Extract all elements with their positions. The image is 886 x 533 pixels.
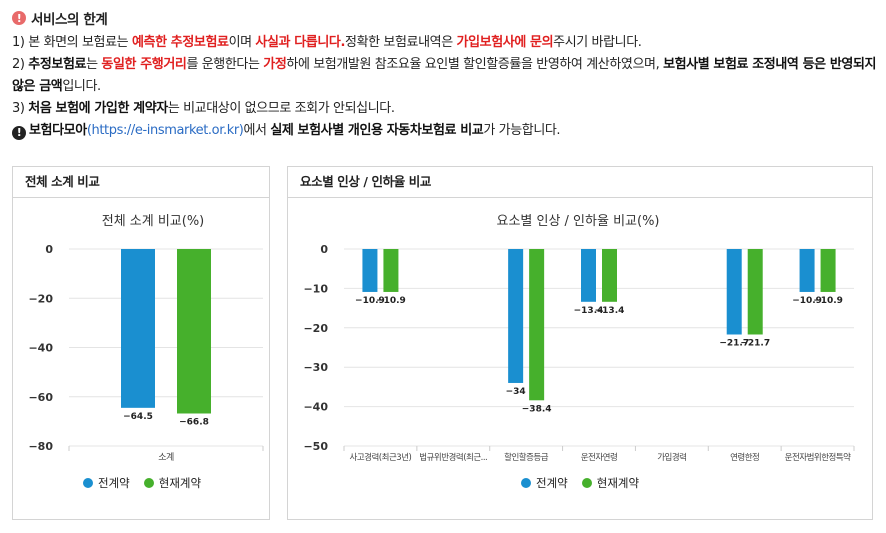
text: 는 비교대상이 없으므로 조회가 안되십니다. bbox=[167, 101, 395, 116]
notice-line-4: ! 보험다모아(https://e-insmarket.or.kr)에서 실제 보… bbox=[12, 120, 878, 142]
y-tick-label: −40 bbox=[28, 342, 53, 355]
notice-title-text: 서비스의 한계 bbox=[31, 12, 108, 28]
panel-header: 전체 소계 비교 bbox=[13, 167, 269, 198]
x-category-label: 운전자범위한정특약 bbox=[785, 452, 852, 463]
bar-previous bbox=[121, 249, 155, 408]
data-label: −21.7 bbox=[719, 338, 749, 348]
total-subtotal-chart: 전체 소계 비교(%) 0 −20 −40 −60 −80 소계 −64.5 −66.8 bbox=[28, 214, 264, 463]
highlight: 동일한 주행거리 bbox=[101, 57, 187, 72]
notice-line-2: 2) 추정보험료는 동일한 주행거리를 운행한다는 가정하에 보험개발원 참조요… bbox=[12, 54, 878, 98]
factor-change-panel: 요소별 인상 / 인하율 비교 요소별 인상 / 인하율 비교(%) 0 −10 −2… bbox=[287, 166, 873, 520]
data-label: −34 bbox=[506, 387, 526, 397]
service-limit-notice: ! 서비스의 한계 1) 본 화면의 보험료는 예측한 추정보험료이며 사실과 … bbox=[12, 8, 878, 142]
data-label: −13.4 bbox=[595, 306, 625, 316]
y-tick-label: 0 bbox=[45, 243, 53, 256]
y-tick-label: −20 bbox=[303, 322, 328, 335]
data-label: −10.9 bbox=[813, 296, 843, 306]
text: 를 운행한다는 bbox=[186, 57, 264, 72]
legend-item-s2[interactable]: 현재계약 bbox=[143, 475, 202, 491]
text: 입니다. bbox=[62, 79, 101, 94]
highlight: 예측한 추정보험료 bbox=[131, 35, 229, 50]
panel-header: 요소별 인상 / 인하율 비교 bbox=[288, 167, 872, 198]
total-subtotal-panel: 전체 소계 비교 전체 소계 비교(%) 0 −20 −40 −60 −80 소계 −64.5… bbox=[12, 166, 270, 520]
legend-label: 현재계약 bbox=[596, 476, 640, 490]
text: 는 bbox=[86, 57, 102, 72]
data-label: −10.9 bbox=[376, 296, 406, 306]
legend-item-s1[interactable]: 전계약 bbox=[521, 475, 568, 491]
text: 2) bbox=[12, 57, 29, 72]
text: 에서 bbox=[243, 123, 271, 138]
y-tick-label: −10 bbox=[303, 282, 328, 295]
text: 3) bbox=[12, 101, 29, 116]
bar-previous bbox=[362, 249, 378, 292]
site-name: 보험다모아 bbox=[29, 123, 87, 138]
text: 1) 본 화면의 보험료는 bbox=[12, 35, 132, 50]
data-label: −10.9 bbox=[355, 296, 385, 306]
series1-dot bbox=[521, 478, 531, 488]
x-category-label: 법규위반경력(최근... bbox=[419, 452, 487, 463]
data-label: −21.7 bbox=[740, 338, 770, 348]
x-category-label: 운전자연령 bbox=[581, 452, 618, 463]
notice-line-3: 3) 처음 보험에 가입한 계약자는 비교대상이 없으므로 조회가 안되십니다. bbox=[12, 98, 878, 120]
bar-current bbox=[529, 249, 545, 401]
text: 정확한 보험료내역은 bbox=[345, 35, 457, 50]
data-label: −10.9 bbox=[792, 296, 822, 306]
y-tick-label: −30 bbox=[303, 361, 328, 374]
site-link[interactable]: (https://e-insmarket.or.kr) bbox=[86, 123, 244, 138]
info-icon: ! bbox=[12, 126, 26, 140]
data-label: −13.4 bbox=[574, 306, 604, 316]
highlight: 가정 bbox=[263, 57, 287, 72]
bar-current bbox=[820, 249, 836, 292]
bar-current bbox=[383, 249, 399, 292]
legend-label: 전계약 bbox=[536, 476, 568, 490]
bar-current bbox=[602, 249, 617, 302]
y-tick-label: −20 bbox=[28, 292, 53, 305]
series2-dot bbox=[143, 478, 154, 488]
text: 가 가능합니다. bbox=[483, 123, 561, 138]
data-label: −38.4 bbox=[522, 404, 552, 414]
chart-title: 전체 소계 비교(%) bbox=[102, 214, 205, 229]
highlight: 사실과 다릅니다. bbox=[255, 35, 346, 50]
series2-dot bbox=[581, 478, 592, 488]
y-tick-label: −80 bbox=[28, 440, 53, 453]
text: 하에 보험개발원 참조요율 요인별 할인할증률을 반영하여 계산하였으며, bbox=[286, 57, 664, 72]
y-tick-label: 0 bbox=[320, 243, 328, 256]
bar-previous bbox=[581, 249, 596, 302]
y-tick-label: −40 bbox=[303, 401, 328, 414]
notice-line-1: 1) 본 화면의 보험료는 예측한 추정보험료이며 사실과 다릅니다.정확한 보… bbox=[12, 32, 878, 54]
x-category-label: 가입경력 bbox=[657, 452, 686, 463]
legend-label: 전계약 bbox=[98, 476, 130, 490]
highlight: 처음 보험에 가입한 계약자 bbox=[28, 101, 168, 116]
legend-item-s1[interactable]: 전계약 bbox=[83, 475, 130, 491]
data-label: −64.5 bbox=[123, 412, 153, 422]
highlight: 가입보험사에 문의 bbox=[456, 35, 554, 50]
series1-dot bbox=[83, 478, 93, 488]
bar-current bbox=[177, 249, 211, 414]
bar-previous bbox=[726, 249, 742, 335]
x-category-label: 연령한정 bbox=[730, 452, 759, 463]
chart-title: 요소별 인상 / 인하율 비교(%) bbox=[496, 214, 659, 229]
bar-current bbox=[747, 249, 763, 335]
bar-previous bbox=[799, 249, 815, 292]
legend-item-s2[interactable]: 현재계약 bbox=[581, 475, 640, 491]
x-category-label: 사고경력(최근3년) bbox=[350, 452, 412, 463]
y-tick-label: −50 bbox=[303, 440, 328, 453]
highlight: 보험사별 보험료 조정내역 등은 반영되지 않은 금액 bbox=[12, 57, 877, 94]
legend-label: 현재계약 bbox=[158, 476, 202, 490]
data-label: −66.8 bbox=[179, 417, 209, 427]
warning-icon: ! bbox=[12, 11, 26, 25]
chart-legend: 전계약 현재계약 bbox=[83, 475, 201, 491]
chart-legend: 전계약 현재계약 bbox=[521, 475, 639, 491]
highlight: 추정보험료 bbox=[28, 57, 87, 72]
x-category-label: 할인할증등급 bbox=[504, 452, 549, 463]
text: 이며 bbox=[228, 35, 256, 50]
y-tick-label: −60 bbox=[28, 391, 53, 404]
bar-previous bbox=[508, 249, 524, 383]
factor-change-chart: 요소별 인상 / 인하율 비교(%) 0 −10 −20 −30 −40 −50 사고경력(최… bbox=[303, 214, 855, 463]
notice-title: ! 서비스의 한계 bbox=[12, 8, 878, 28]
highlight: 실제 보험사별 개인용 자동차보험료 비교 bbox=[270, 123, 484, 138]
x-category-label: 소계 bbox=[158, 451, 174, 463]
text: 주시기 바랍니다. bbox=[553, 35, 642, 50]
